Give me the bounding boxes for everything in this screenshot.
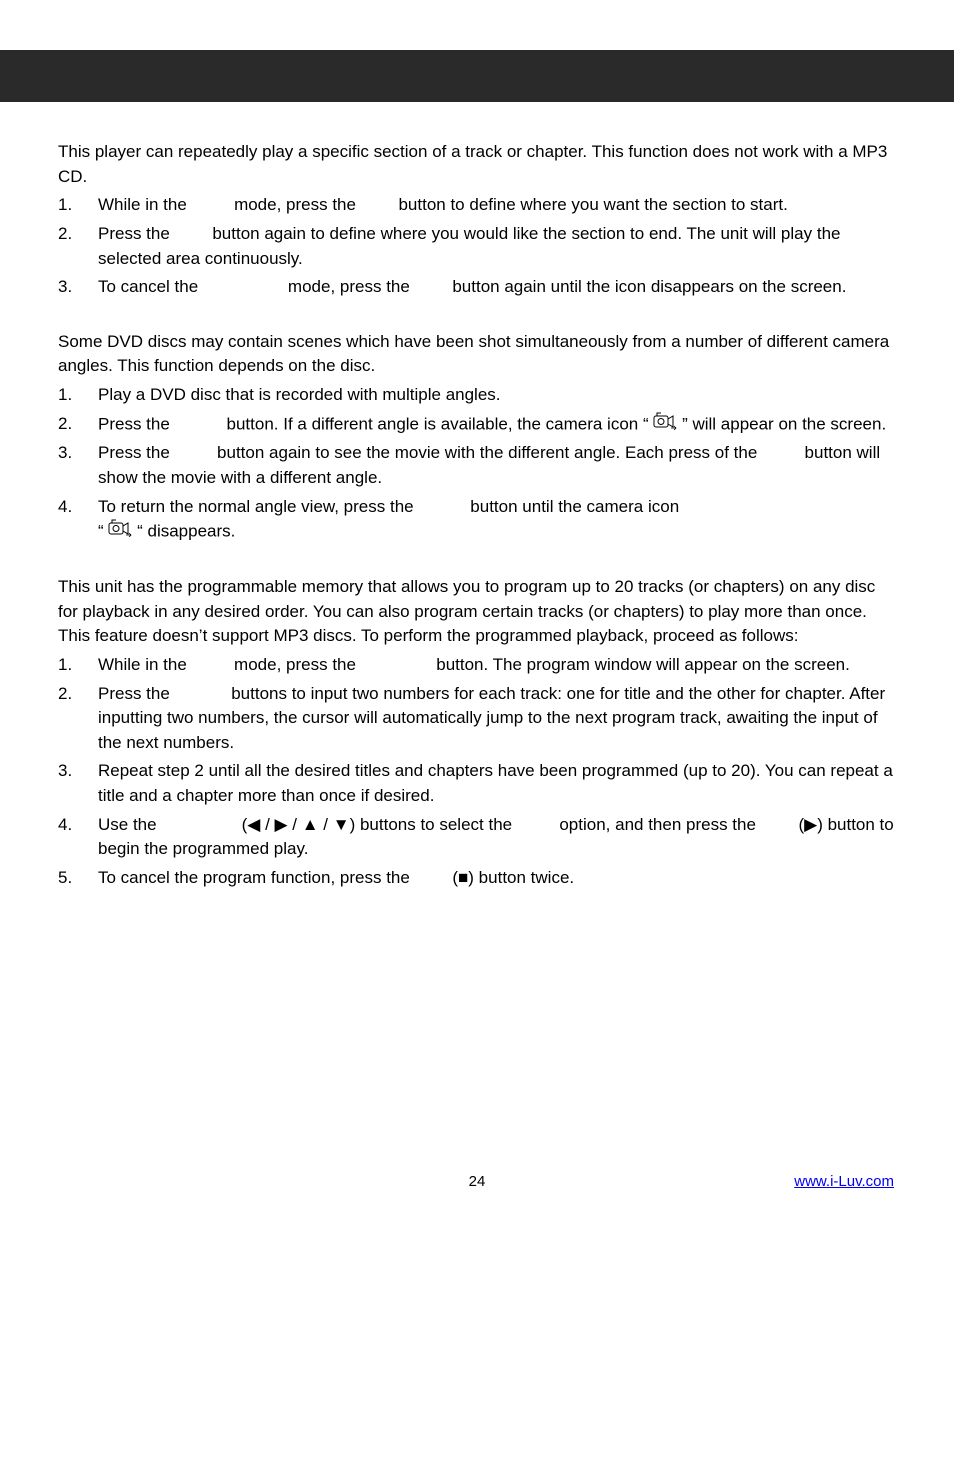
item-number: 2. [58, 222, 98, 271]
list-item: 2. Press the button. If a different angl… [58, 412, 894, 438]
item-body: To cancel the mode, press the button aga… [98, 275, 894, 300]
item-body: To return the normal angle view, press t… [98, 495, 894, 545]
list-item: 4. Use the (◀ / ▶ / ▲ / ▼) buttons to se… [58, 813, 894, 862]
item-number: 3. [58, 441, 98, 490]
section3-list: 1. While in the mode, press the button. … [58, 653, 894, 891]
section-angle: Some DVD discs may contain scenes which … [58, 330, 894, 545]
list-item: 2. Press the buttons to input two number… [58, 682, 894, 756]
item-number: 3. [58, 759, 98, 808]
list-item: 1. While in the mode, press the button t… [58, 193, 894, 218]
item-body: Play a DVD disc that is recorded with mu… [98, 383, 894, 408]
item-number: 3. [58, 275, 98, 300]
section1-intro: This player can repeatedly play a specif… [58, 140, 894, 189]
item-number: 4. [58, 495, 98, 545]
page-content: This player can repeatedly play a specif… [0, 140, 954, 891]
item-number: 4. [58, 813, 98, 862]
page-footer: 24 www.i-Luv.com [0, 1171, 954, 1193]
page-number: 24 [469, 1171, 486, 1193]
item-body: To cancel the program function, press th… [98, 866, 894, 891]
item-body: While in the mode, press the button. The… [98, 653, 894, 678]
section-program: This unit has the programmable memory th… [58, 575, 894, 891]
footer-link[interactable]: www.i-Luv.com [794, 1171, 894, 1193]
item-number: 1. [58, 193, 98, 218]
section2-list: 1. Play a DVD disc that is recorded with… [58, 383, 894, 545]
item-number: 1. [58, 653, 98, 678]
item-body: Press the buttons to input two numbers f… [98, 682, 894, 756]
item-body: Use the (◀ / ▶ / ▲ / ▼) buttons to selec… [98, 813, 894, 862]
item-number: 2. [58, 682, 98, 756]
item-body: Press the button again to see the movie … [98, 441, 894, 490]
item-body: Press the button. If a different angle i… [98, 412, 894, 438]
section-repeat-ab: This player can repeatedly play a specif… [58, 140, 894, 300]
item-body: While in the mode, press the button to d… [98, 193, 894, 218]
list-item: 3. Press the button again to see the mov… [58, 441, 894, 490]
arrow-icons: ◀ / ▶ / ▲ / ▼ [247, 815, 349, 834]
camera-icon [653, 412, 677, 438]
list-item: 2. Press the button again to define wher… [58, 222, 894, 271]
list-item: 1. Play a DVD disc that is recorded with… [58, 383, 894, 408]
item-number: 1. [58, 383, 98, 408]
list-item: 3. To cancel the mode, press the button … [58, 275, 894, 300]
list-item: 1. While in the mode, press the button. … [58, 653, 894, 678]
list-item: 5. To cancel the program function, press… [58, 866, 894, 891]
section3-intro: This unit has the programmable memory th… [58, 575, 894, 649]
item-body: Repeat step 2 until all the desired titl… [98, 759, 894, 808]
camera-icon [108, 519, 132, 545]
item-body: Press the button again to define where y… [98, 222, 894, 271]
play-icon: ▶ [804, 815, 817, 834]
header-bar [0, 50, 954, 102]
section1-list: 1. While in the mode, press the button t… [58, 193, 894, 300]
list-item: 4. To return the normal angle view, pres… [58, 495, 894, 545]
item-number: 2. [58, 412, 98, 438]
stop-icon: ■ [458, 868, 468, 887]
item-number: 5. [58, 866, 98, 891]
list-item: 3. Repeat step 2 until all the desired t… [58, 759, 894, 808]
section2-intro: Some DVD discs may contain scenes which … [58, 330, 894, 379]
